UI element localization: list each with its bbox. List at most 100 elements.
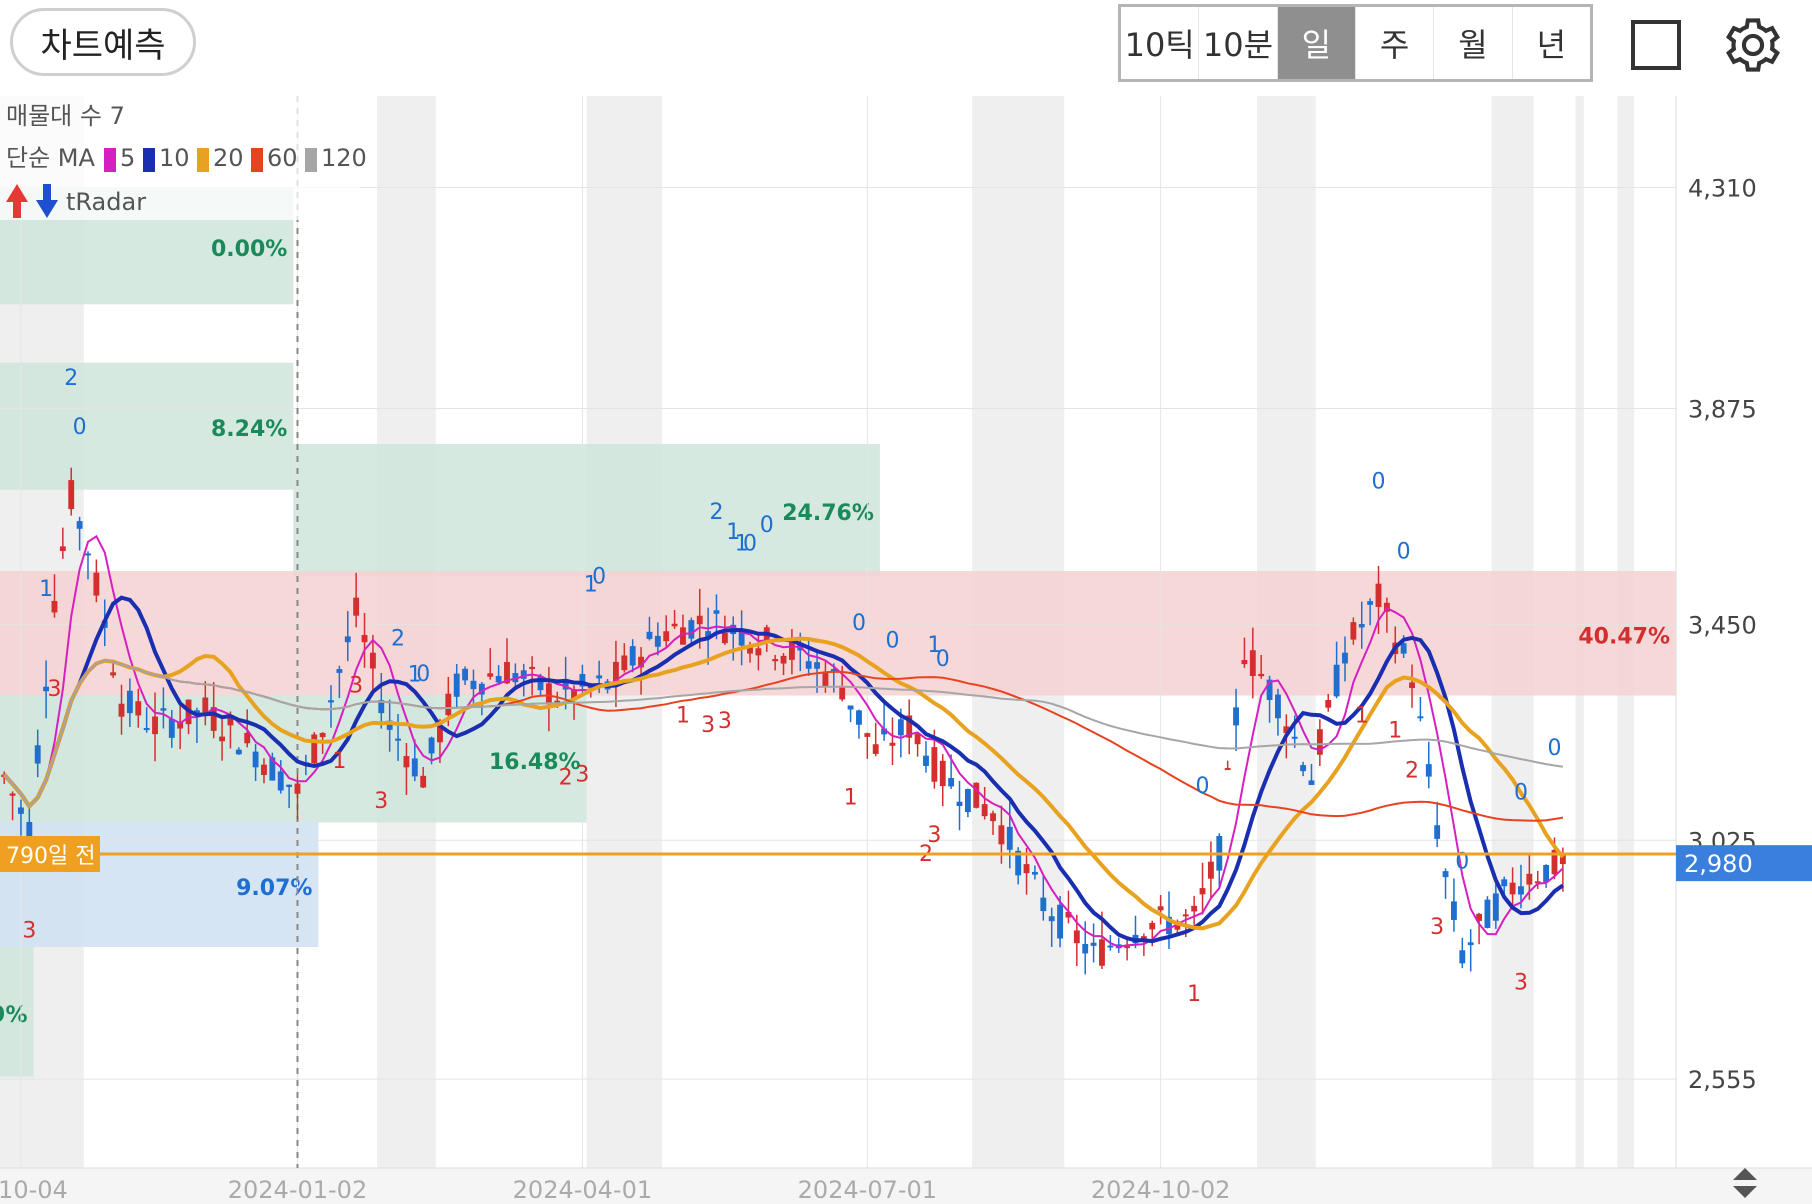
candle-body bbox=[663, 631, 670, 642]
signal-label: 1 bbox=[676, 703, 690, 728]
candle-body bbox=[923, 755, 929, 766]
candle-body bbox=[596, 675, 603, 679]
candle-body bbox=[1023, 864, 1030, 874]
candle-body bbox=[881, 728, 888, 735]
candle-body bbox=[1375, 583, 1382, 607]
candle-body bbox=[361, 634, 368, 643]
candle-body bbox=[839, 687, 846, 700]
signal-label: 1 bbox=[1355, 703, 1369, 728]
candle-body bbox=[705, 631, 712, 637]
candle-body bbox=[1551, 849, 1558, 875]
candle-body bbox=[1224, 768, 1231, 771]
candle-body bbox=[135, 701, 142, 716]
candle-body bbox=[1266, 679, 1273, 700]
signal-label: 3 bbox=[718, 709, 732, 734]
candle-body bbox=[26, 822, 33, 843]
candle-body bbox=[1534, 881, 1541, 884]
fullscreen-toggle-icon[interactable] bbox=[1631, 20, 1681, 70]
candle-body bbox=[612, 661, 619, 682]
period-10min-button[interactable]: 10분 bbox=[1199, 7, 1278, 79]
volume-profile-label: 매물대 수 7 bbox=[6, 102, 125, 130]
candle-body bbox=[1082, 943, 1089, 954]
candle-body bbox=[34, 745, 41, 764]
candle-body bbox=[294, 783, 301, 794]
candle-body bbox=[1090, 942, 1097, 946]
period-10tick-button[interactable]: 10틱 bbox=[1121, 7, 1200, 79]
price-chart[interactable]: 0.00% 8.24% 24.76% 40.47% 16.48% 9.07% 0.99% 4,… bbox=[0, 96, 1812, 1204]
candle-body bbox=[814, 662, 820, 669]
signal-label: 1 bbox=[332, 749, 346, 774]
period-year-button[interactable]: 년 bbox=[1536, 26, 1567, 64]
price-zone bbox=[293, 444, 880, 577]
candle-body bbox=[286, 784, 293, 787]
price-zone bbox=[0, 362, 294, 490]
candle-body bbox=[59, 546, 66, 552]
candle-body bbox=[579, 674, 586, 687]
radar-down-arrow-icon bbox=[36, 184, 58, 218]
candle-body bbox=[277, 771, 284, 791]
candle-body bbox=[93, 572, 100, 596]
candle-body bbox=[1526, 873, 1533, 885]
candle-body bbox=[51, 600, 58, 613]
candle-body bbox=[562, 678, 569, 690]
ma-legend-swatch bbox=[104, 148, 116, 172]
signal-label: 3 bbox=[1514, 971, 1528, 996]
candle-body bbox=[981, 804, 988, 817]
candle-body bbox=[864, 733, 871, 737]
candle-body bbox=[990, 813, 996, 822]
gear-icon[interactable] bbox=[1722, 14, 1784, 76]
candle-body bbox=[1300, 765, 1307, 772]
candle-body bbox=[1258, 673, 1265, 677]
candle-body bbox=[1182, 914, 1189, 917]
candle-body bbox=[1073, 930, 1080, 944]
candle-body bbox=[747, 645, 753, 654]
candle-body bbox=[671, 623, 678, 627]
candle-body bbox=[1434, 825, 1441, 839]
candle-body bbox=[269, 757, 276, 781]
signal-label: 0 bbox=[1196, 774, 1210, 799]
candle-body bbox=[1107, 945, 1114, 948]
candle-body bbox=[1484, 899, 1491, 928]
candle-body bbox=[1283, 726, 1290, 734]
candle-body bbox=[1358, 624, 1365, 628]
candle-body bbox=[1518, 886, 1524, 895]
candle-body bbox=[1031, 871, 1038, 875]
candle-body bbox=[1417, 716, 1424, 719]
candle-body bbox=[956, 801, 963, 806]
period-day-button[interactable]: 일 bbox=[1277, 7, 1356, 79]
candle-body bbox=[261, 764, 267, 776]
candle-body bbox=[85, 553, 91, 556]
candle-body bbox=[386, 720, 393, 730]
candle-body bbox=[554, 700, 561, 704]
moving-average-line bbox=[3, 659, 1564, 808]
chart-predict-button[interactable]: 차트예측 bbox=[10, 8, 196, 76]
candle-body bbox=[1275, 694, 1281, 719]
signal-label: 0 bbox=[1455, 849, 1469, 874]
candle-body bbox=[210, 707, 217, 731]
candle-body bbox=[1291, 736, 1298, 739]
candle-body bbox=[18, 807, 24, 814]
period-month-button[interactable]: 월 bbox=[1434, 7, 1513, 79]
signal-label: 0 bbox=[1397, 540, 1411, 565]
candle-body bbox=[780, 655, 787, 664]
candle-body bbox=[1140, 936, 1147, 940]
signal-label: 2 bbox=[391, 627, 405, 652]
candle-body bbox=[805, 661, 812, 669]
candle-body bbox=[369, 652, 376, 669]
zone-percent-label: 16.48% bbox=[489, 750, 581, 775]
period-week-button[interactable]: 주 bbox=[1356, 7, 1435, 79]
candle-body bbox=[939, 760, 946, 787]
candle-body bbox=[914, 734, 921, 745]
axis-scale-handle-icon[interactable] bbox=[1730, 1166, 1760, 1200]
candle-body bbox=[353, 597, 360, 616]
candle-body bbox=[646, 631, 653, 639]
candle-body bbox=[1492, 893, 1499, 921]
candle-body bbox=[1099, 939, 1105, 966]
candle-body bbox=[755, 648, 762, 656]
candle-body bbox=[110, 672, 117, 676]
candle-body bbox=[688, 620, 695, 639]
candle-body bbox=[1048, 916, 1055, 922]
signal-label: 2 bbox=[64, 366, 78, 391]
zone-percent-label: 24.76% bbox=[782, 501, 874, 526]
candle-body bbox=[9, 793, 16, 796]
